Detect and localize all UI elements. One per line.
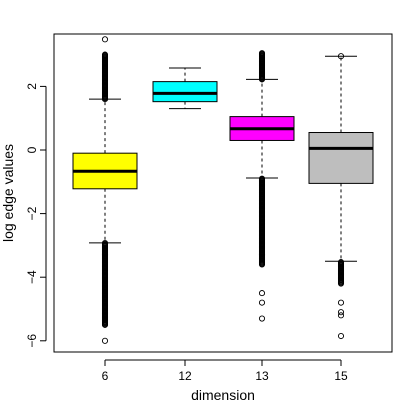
- outlier-point: [337, 53, 345, 60]
- box-iqr: [308, 132, 374, 184]
- box-13: [229, 50, 295, 322]
- outlier-point: [101, 36, 109, 43]
- outlier-point: [101, 239, 109, 247]
- outlier-point: [101, 51, 109, 58]
- outlier-point: [258, 290, 266, 297]
- x-axis: 6 12 13 15: [102, 359, 348, 383]
- y-tick-label: −2: [25, 206, 39, 220]
- outlier-point: [337, 312, 345, 319]
- outlier-point: [258, 50, 266, 57]
- y-tick-label: 2: [25, 83, 39, 90]
- outlier-point: [337, 332, 345, 340]
- x-tick-label: 15: [334, 369, 348, 383]
- y-tick-label: −4: [25, 270, 39, 284]
- plot-frame: [53, 33, 393, 353]
- y-tick-label: −6: [25, 334, 39, 348]
- outlier-point: [258, 175, 266, 182]
- box-6: [72, 36, 138, 344]
- box-15: [308, 53, 374, 340]
- x-tick-label: 12: [178, 369, 192, 383]
- outlier-point: [337, 309, 345, 316]
- outlier-point: [258, 299, 266, 306]
- x-tick-label: 13: [255, 369, 269, 383]
- x-tick-label: 6: [102, 369, 109, 383]
- y-axis: −6 −4 −2 0 2: [25, 83, 47, 348]
- outlier-point: [258, 315, 266, 322]
- x-axis-title: dimension: [191, 387, 255, 403]
- outlier-point: [101, 337, 109, 344]
- boxes-layer: [72, 36, 374, 344]
- y-axis-title: log edge values: [0, 144, 16, 242]
- box-12: [152, 67, 218, 110]
- outlier-point: [337, 259, 345, 266]
- y-tick-label: 0: [25, 146, 39, 153]
- box-iqr: [152, 81, 218, 103]
- outlier-point: [337, 299, 345, 306]
